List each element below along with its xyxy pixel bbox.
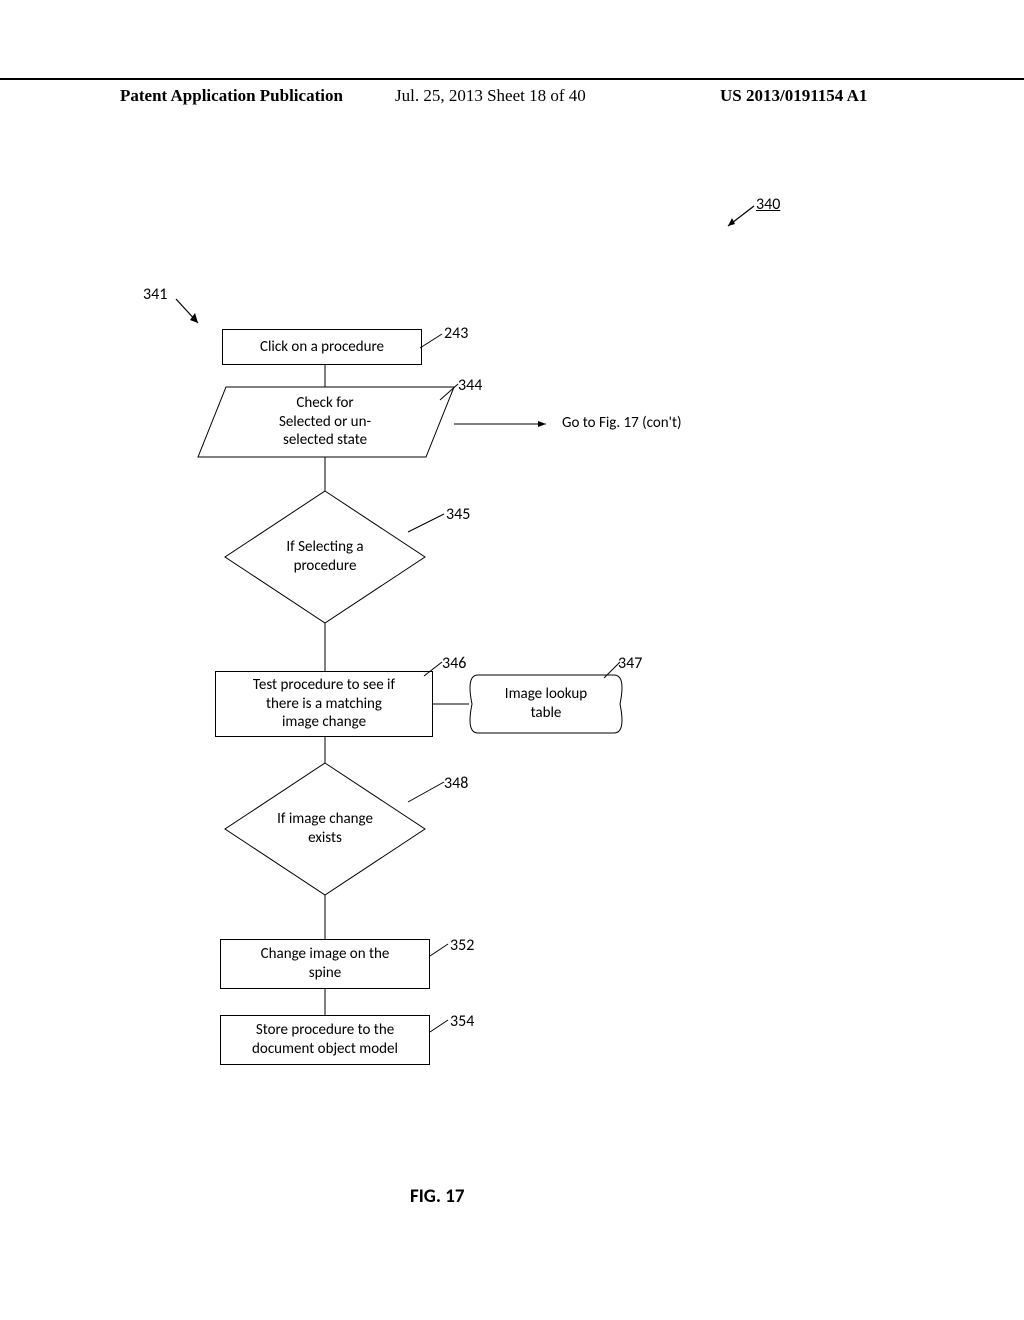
connector-344-out: [454, 420, 554, 428]
connector-243-344: [322, 365, 328, 387]
node-if-selecting-text: If Selecting a procedure: [286, 538, 363, 576]
node-click-procedure: Click on a procedure: [222, 329, 422, 365]
ref-pointer: 341: [143, 285, 167, 304]
figure-label: FIG. 17: [410, 1185, 465, 1208]
leader-243-icon: [420, 334, 446, 350]
ref-243: 243: [444, 324, 468, 343]
figure-canvas: 340 341 Click on a procedure 243 Check f…: [0, 130, 1024, 1280]
node-if-imagechange: If image change exists: [235, 795, 415, 863]
ref-345: 345: [446, 505, 470, 524]
leader-347-icon: [604, 662, 624, 680]
connector-345-346: [322, 623, 328, 671]
leader-346-icon: [424, 662, 446, 678]
arrow-pointer-icon: [172, 295, 212, 335]
arrow-overall-icon: [720, 202, 760, 232]
ref-354: 354: [450, 1012, 474, 1031]
node-test-procedure-text: Test procedure to see if there is a matc…: [253, 676, 395, 732]
connector-344-345: [322, 457, 328, 491]
leader-352-icon: [430, 944, 452, 958]
connector-348-352: [322, 895, 328, 939]
connector-346-348: [322, 737, 328, 763]
node-lookup: Image lookup table: [476, 675, 616, 733]
node-test-procedure: Test procedure to see if there is a matc…: [215, 671, 433, 737]
node-lookup-text: Image lookup table: [505, 685, 587, 723]
node-store-procedure-text: Store procedure to the document object m…: [252, 1021, 398, 1059]
ref-352: 352: [450, 936, 474, 955]
node-check-state-text: Check for Selected or un- selected state: [279, 394, 371, 450]
leader-348-icon: [408, 782, 448, 804]
connector-352-354: [322, 989, 328, 1015]
header-right: US 2013/0191154 A1: [720, 86, 867, 106]
node-click-procedure-text: Click on a procedure: [260, 338, 384, 357]
header-middle: Jul. 25, 2013 Sheet 18 of 40: [395, 86, 586, 106]
node-if-selecting: If Selecting a procedure: [235, 521, 415, 593]
page-header: Patent Application Publication Jul. 25, …: [0, 78, 1024, 90]
node-store-procedure: Store procedure to the document object m…: [220, 1015, 430, 1065]
node-goto-fig17: Go to Fig. 17 (con't): [562, 414, 682, 432]
node-change-image: Change image on the spine: [220, 939, 430, 989]
leader-354-icon: [430, 1020, 452, 1034]
node-change-image-text: Change image on the spine: [261, 945, 390, 983]
header-left: Patent Application Publication: [120, 86, 343, 106]
node-if-imagechange-text: If image change exists: [277, 810, 373, 848]
leader-345-icon: [408, 514, 448, 534]
node-check-state: Check for Selected or un- selected state: [220, 387, 430, 457]
leader-344-icon: [440, 384, 464, 402]
connector-346-347: [433, 700, 469, 708]
